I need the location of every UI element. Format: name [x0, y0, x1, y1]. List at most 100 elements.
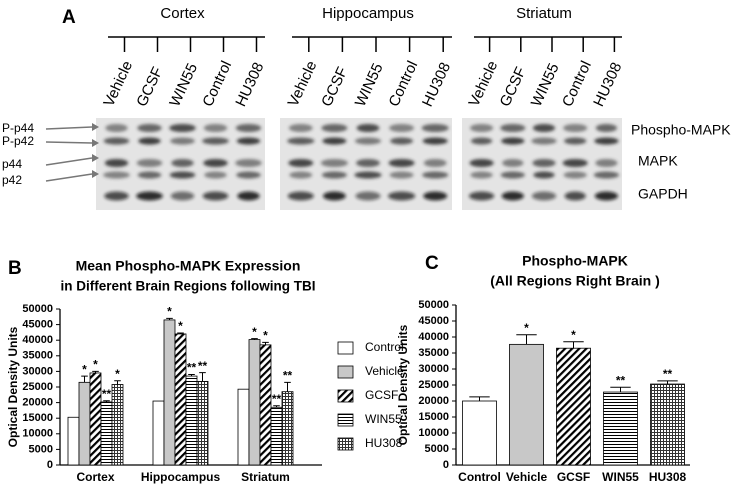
significance: * — [115, 367, 120, 381]
error-bar — [177, 332, 184, 334]
bar — [152, 400, 165, 466]
band-label: P-p44 — [2, 121, 34, 135]
y-tick-label: 30000 — [418, 363, 449, 375]
lane-label: WIN55 — [166, 61, 201, 110]
lane-label: Control — [385, 58, 421, 109]
blot-band — [469, 159, 494, 167]
blot-band — [562, 159, 588, 167]
y-tick-label: 10000 — [22, 428, 53, 440]
error-bar — [199, 372, 206, 382]
panel-label: A — [62, 7, 76, 28]
blot-band — [421, 124, 449, 132]
blot-band — [137, 124, 162, 132]
y-axis-label: Optical Density Units — [6, 326, 20, 447]
error-bar — [114, 380, 121, 385]
blot-band — [170, 191, 195, 201]
bar — [67, 416, 80, 466]
blot-band — [532, 124, 556, 132]
significance: * — [263, 329, 268, 343]
panel-label: C — [425, 253, 439, 274]
blot-band — [105, 124, 128, 132]
y-tick-label: 45000 — [22, 319, 53, 331]
blot-band — [236, 171, 261, 179]
blot-band — [136, 191, 163, 201]
blot-band — [202, 137, 229, 145]
y-tick-label: 50000 — [22, 303, 53, 315]
blot-band — [170, 137, 195, 145]
blot-label: Phospho-MAPK — [631, 122, 731, 138]
bar — [259, 344, 272, 466]
bar — [509, 343, 544, 466]
blot-band — [470, 137, 493, 145]
lane-label: HU308 — [232, 60, 267, 110]
blot-band — [595, 159, 618, 167]
y-axis-label: Optical Density Units — [396, 324, 410, 445]
x-tick-label: Cortex — [76, 470, 114, 484]
y-tick-label: 20000 — [22, 397, 53, 409]
blot-band — [563, 171, 587, 179]
blot-band — [563, 124, 588, 132]
region-label: Cortex — [160, 5, 205, 22]
blot-band — [594, 137, 619, 145]
y-tick-label: 0 — [443, 459, 449, 471]
blot-band — [136, 159, 163, 167]
error-bar — [273, 405, 280, 408]
blot-band — [203, 159, 228, 167]
blot-band — [501, 191, 524, 201]
y-tick-label: 15000 — [418, 411, 449, 423]
blot-band — [533, 171, 555, 179]
bar — [174, 333, 187, 466]
y-tick-label: 45000 — [418, 315, 449, 327]
error-bar — [92, 370, 99, 373]
significance: ** — [663, 367, 673, 381]
y-tick-label: 5000 — [425, 443, 449, 455]
error-bar — [563, 341, 584, 349]
significance: ** — [187, 361, 197, 375]
significance: ** — [272, 392, 282, 406]
error-bar — [251, 338, 258, 340]
legend-swatch — [337, 365, 354, 379]
blot-label: MAPK — [638, 153, 678, 169]
significance: * — [93, 358, 98, 372]
blot-band — [237, 191, 260, 201]
legend-swatch — [337, 413, 354, 427]
legend-label: GCSF — [365, 388, 398, 402]
blot-band — [203, 124, 228, 132]
significance: * — [571, 328, 576, 342]
error-bar — [610, 386, 631, 393]
y-tick-label: 25000 — [418, 379, 449, 391]
error-bar — [166, 317, 173, 320]
blot-band — [531, 137, 557, 145]
blot-band — [355, 191, 381, 201]
error-bar — [284, 381, 291, 392]
blot-band — [422, 137, 448, 145]
blot-band — [531, 191, 557, 201]
blot-band — [356, 124, 380, 132]
x-tick-label: GCSF — [557, 470, 590, 484]
bar — [270, 406, 283, 466]
blot-band — [288, 159, 314, 167]
significance: * — [252, 325, 257, 339]
blot-band — [288, 124, 313, 132]
arrow — [45, 126, 93, 130]
blot-label: GAPDH — [638, 186, 688, 202]
y-tick-label: 5000 — [29, 443, 53, 455]
significance: ** — [283, 368, 293, 382]
arrow-head — [92, 170, 99, 178]
band-label: p42 — [2, 173, 22, 187]
lane-label: Control — [199, 58, 235, 109]
lane-label: HU308 — [590, 60, 625, 110]
legend-swatch — [337, 437, 354, 451]
lane-label: WIN55 — [528, 61, 563, 110]
arrow-head — [92, 154, 99, 162]
panel-label: B — [8, 258, 22, 279]
arrow — [45, 173, 93, 182]
blot-band — [235, 124, 262, 132]
lane-label: GCSF — [318, 64, 351, 109]
blot-band — [104, 191, 129, 201]
arrow-head — [92, 123, 99, 131]
arrow — [45, 141, 93, 144]
blot-band — [532, 159, 556, 167]
blot-band — [354, 137, 382, 145]
